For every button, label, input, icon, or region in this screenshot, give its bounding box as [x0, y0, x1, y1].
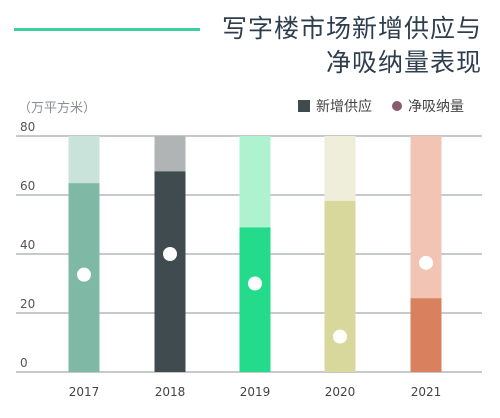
y-tick-label-80: 80 — [20, 120, 35, 134]
y-tick-label-20: 20 — [20, 297, 35, 311]
legend-item-net-absorption: 净吸纳量 — [392, 96, 464, 116]
bar-new-supply-2018 — [154, 171, 186, 372]
legend-label-new-supply: 新增供应 — [316, 99, 372, 115]
chart-title-line1: 写字楼市场新增供应与 — [221, 14, 482, 43]
bar-new-supply-2019 — [239, 227, 271, 372]
bar-new-supply-2020 — [324, 200, 356, 372]
legend-dot-net-absorption — [392, 101, 402, 111]
y-axis-unit-label: （万平方米） — [18, 101, 97, 116]
chart-title: 写字楼市场新增供应与 净吸纳量表现 — [222, 12, 482, 80]
x-tick-label-2021: 2021 — [411, 385, 442, 399]
y-tick-label-40: 40 — [20, 238, 35, 252]
dot-net-absorption-2018 — [163, 247, 177, 261]
chart-title-line2: 净吸纳量表现 — [325, 48, 482, 77]
x-tick-label-2018: 2018 — [155, 385, 186, 399]
legend-label-net-absorption: 净吸纳量 — [408, 99, 464, 115]
dot-net-absorption-2019 — [248, 276, 262, 291]
dot-net-absorption-2020 — [333, 329, 347, 344]
legend-swatch-new-supply — [298, 100, 310, 112]
bar-new-supply-2021 — [410, 298, 442, 372]
x-tick-label-2017: 2017 — [69, 385, 100, 399]
dot-net-absorption-2017 — [77, 267, 91, 282]
dot-net-absorption-2021 — [419, 255, 433, 270]
x-tick-label-2020: 2020 — [325, 385, 356, 399]
y-tick-label-0: 0 — [20, 356, 28, 370]
y-tick-label-60: 60 — [20, 179, 35, 193]
x-tick-label-2019: 2019 — [240, 385, 271, 399]
legend-item-new-supply: 新增供应 — [298, 96, 372, 116]
title-accent-line — [14, 28, 200, 31]
